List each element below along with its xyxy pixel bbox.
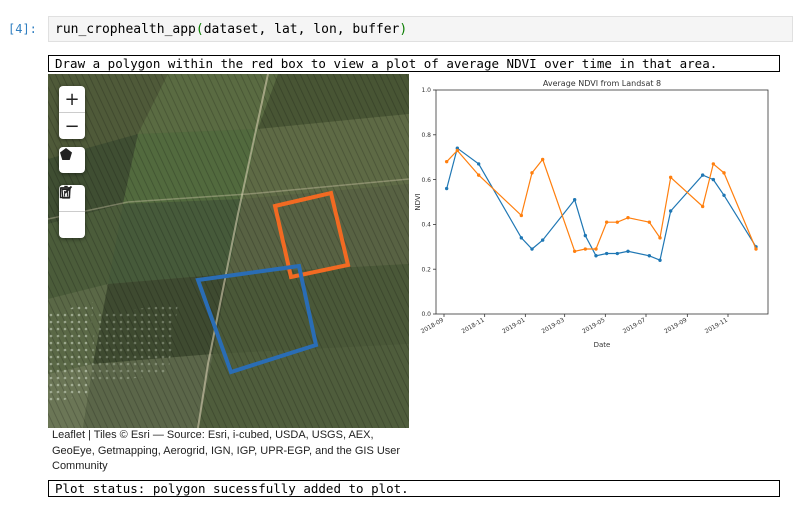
- status-text: Plot status: polygon sucessfully added t…: [55, 481, 409, 496]
- code-function: run_crophealth_app: [55, 22, 196, 37]
- data-point: [583, 247, 588, 251]
- y-axis: 0.0 0.2 0.4 0.6 0.8 1.0: [421, 87, 436, 318]
- satellite-map[interactable]: + −: [48, 74, 409, 428]
- plot-area: [435, 89, 769, 315]
- instruction-text: Draw a polygon within the red box to vie…: [55, 56, 718, 71]
- y-tick-label: 0.4: [421, 222, 431, 229]
- data-point: [476, 173, 481, 177]
- edit-toolbar: [59, 185, 85, 238]
- chart-xlabel: Date: [594, 341, 611, 349]
- data-point: [658, 258, 662, 262]
- data-point: [668, 175, 673, 180]
- x-tick-label: 2019-11: [704, 317, 729, 336]
- data-point: [615, 251, 620, 256]
- data-point: [444, 186, 449, 191]
- data-point: [540, 157, 545, 162]
- x-tick-label: 2019-07: [622, 317, 647, 336]
- y-tick-label: 0.8: [421, 132, 431, 139]
- data-point: [530, 171, 534, 175]
- pentagon-icon: [60, 148, 72, 160]
- draw-polygon-button[interactable]: [59, 147, 85, 173]
- data-point: [476, 162, 481, 166]
- y-tick-label: 1.0: [421, 87, 431, 94]
- x-tick-label: 2018-11: [460, 317, 485, 336]
- x-tick-label: 2019-03: [540, 317, 565, 336]
- x-tick-label: 2019-05: [581, 317, 606, 336]
- zoom-out-button[interactable]: −: [64, 115, 80, 137]
- data-point: [530, 247, 534, 251]
- y-tick-label: 0.6: [421, 177, 431, 184]
- zoom-control: + −: [59, 86, 85, 139]
- x-tick-label: 2019-09: [663, 317, 688, 336]
- data-point: [594, 254, 598, 258]
- instruction-box: Draw a polygon within the red box to vie…: [48, 55, 780, 72]
- code-cell[interactable]: run_crophealth_app(dataset, lat, lon, bu…: [48, 16, 793, 42]
- data-point: [594, 247, 598, 251]
- code-paren-close: ): [399, 22, 408, 37]
- y-tick-label: 0.2: [421, 266, 431, 273]
- data-point: [647, 220, 652, 224]
- cell-prompt: [4]:: [8, 22, 37, 36]
- data-point: [722, 193, 726, 197]
- data-point: [711, 177, 716, 182]
- chart-series: [444, 146, 758, 262]
- data-point: [658, 236, 662, 240]
- data-point: [604, 251, 609, 256]
- data-point: [668, 209, 673, 213]
- data-point: [572, 198, 577, 202]
- data-point: [700, 204, 705, 209]
- data-point: [711, 162, 716, 166]
- data-point: [615, 220, 620, 224]
- data-point: [604, 220, 609, 224]
- data-point: [444, 159, 449, 164]
- chart-ylabel: NDVI: [414, 193, 422, 210]
- trash-icon: [61, 185, 71, 199]
- y-tick-label: 0.0: [421, 311, 431, 318]
- draw-toolbar: [59, 147, 85, 173]
- data-point: [722, 171, 726, 175]
- ndvi-chart: Average NDVI from Landsat 8 NDVI Date 0.…: [414, 79, 769, 349]
- data-point: [519, 236, 524, 240]
- data-point: [700, 173, 705, 177]
- delete-layers-button[interactable]: [59, 185, 85, 238]
- chart-title: Average NDVI from Landsat 8: [543, 79, 661, 88]
- series-line-1: [446, 147, 757, 262]
- map-attribution: Leaflet | Tiles © Esri — Source: Esri, i…: [52, 428, 412, 475]
- data-point: [754, 247, 758, 251]
- blue-polygon[interactable]: [195, 263, 319, 375]
- data-point: [540, 238, 545, 242]
- series-line-2: [446, 149, 757, 252]
- x-axis: 2018-09 2018-11 2019-01 2019-03 2019-05 2019-…: [420, 314, 729, 335]
- data-point: [626, 249, 630, 253]
- orange-polygon[interactable]: [272, 190, 351, 280]
- attribution-line: GeoEye, Getmapping, Aerogrid, IGN, IGP, …: [52, 444, 401, 457]
- code-args: dataset, lat, lon, buffer: [203, 22, 400, 37]
- x-tick-label: 2018-09: [420, 317, 445, 336]
- data-point: [455, 148, 460, 153]
- zoom-in-button[interactable]: +: [59, 86, 85, 113]
- x-tick-label: 2019-01: [501, 317, 526, 336]
- data-point: [647, 254, 652, 258]
- code-paren-open: (: [195, 22, 204, 37]
- data-point: [583, 233, 588, 238]
- attribution-line: Leaflet | Tiles © Esri — Source: Esri, i…: [52, 429, 374, 441]
- satellite-imagery: [48, 74, 409, 428]
- data-point: [626, 215, 630, 220]
- data-point: [519, 213, 524, 218]
- attribution-line: Community: [52, 460, 108, 472]
- status-box: Plot status: polygon sucessfully added t…: [48, 480, 780, 497]
- data-point: [572, 249, 577, 253]
